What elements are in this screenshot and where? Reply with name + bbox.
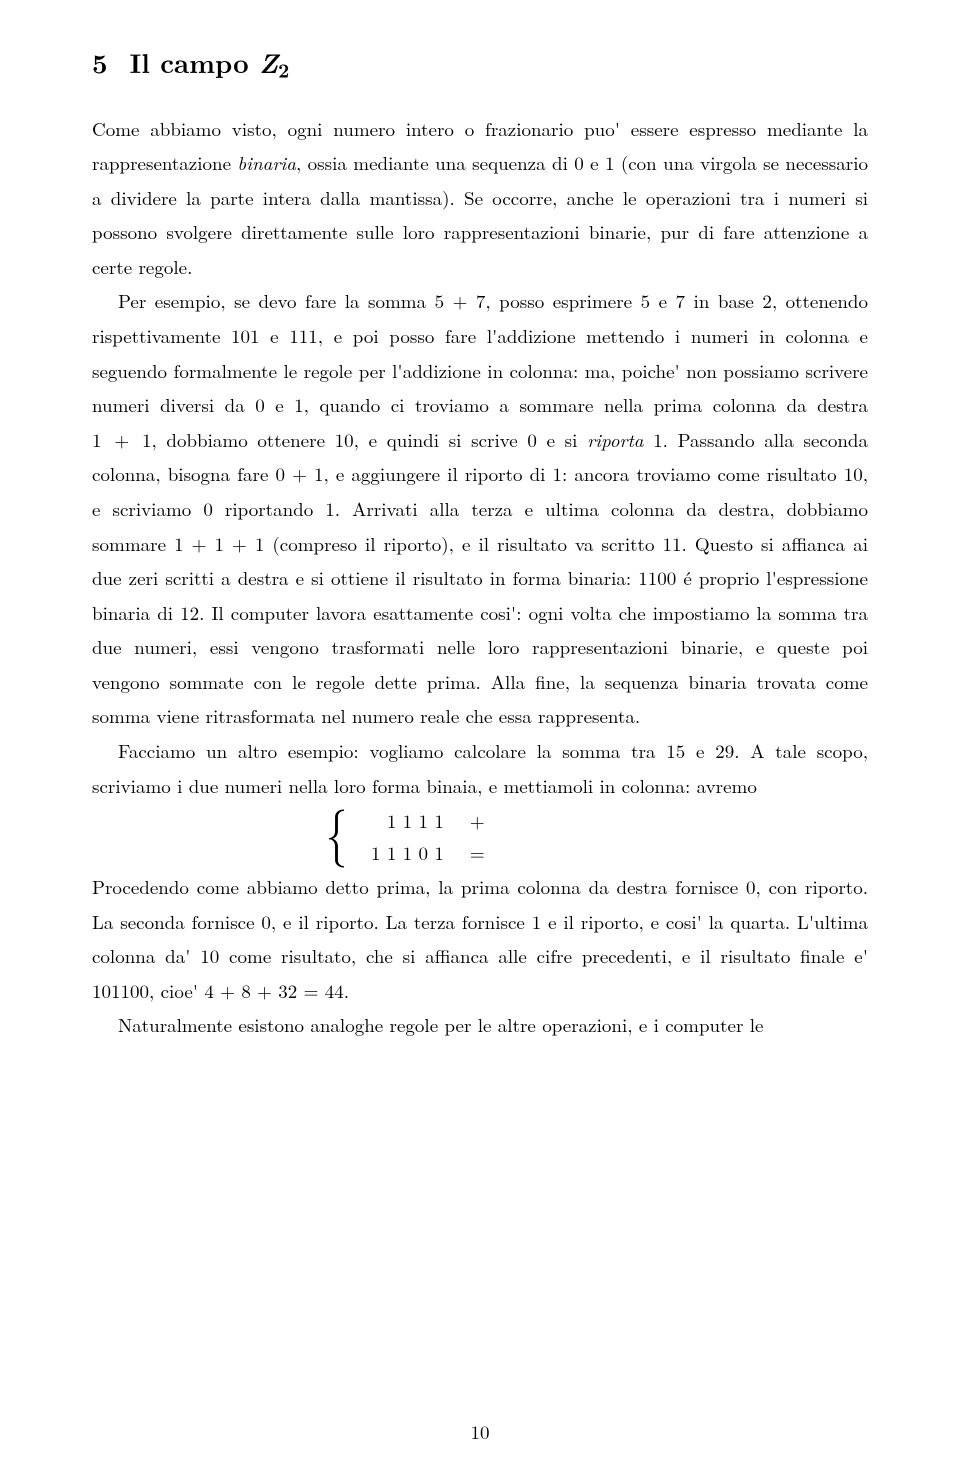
addition-row2-op: = <box>450 837 491 868</box>
paragraph-3: Facciamo un altro esempio: vogliamo calc… <box>92 734 868 803</box>
page-number: 10 <box>0 1418 960 1445</box>
paragraph-1: Come abbiamo visto, ogni numero intero o… <box>92 112 868 285</box>
section-title-symbol: Z <box>259 43 278 82</box>
paragraph-5: Naturalmente esistono analoghe regole pe… <box>92 1008 868 1043</box>
italic-binaria: binaria <box>237 149 296 176</box>
paragraph-4: Procedendo come abbiamo detto prima, la … <box>92 870 868 1008</box>
page: 5Il campo Z2 Come abbiamo visto, ogni nu… <box>0 0 960 1479</box>
table-row: 1 1 1 0 1 = <box>365 837 491 868</box>
section-number: 5 <box>92 46 108 78</box>
binary-addition-table: 1 1 1 1 + 1 1 1 0 1 = <box>365 805 491 868</box>
addition-row1-op: + <box>450 805 491 836</box>
binary-addition-display: { 1 1 1 1 + 1 1 1 0 1 = <box>92 805 868 868</box>
section-title-subscript: 2 <box>278 55 289 83</box>
italic-riporta: riporta <box>587 426 643 453</box>
addition-row2-digits: 1 1 1 0 1 <box>365 837 450 868</box>
section-heading: 5Il campo Z2 <box>92 46 868 82</box>
table-row: 1 1 1 1 + <box>365 805 491 836</box>
section-title-pre: Il campo <box>130 42 259 81</box>
addition-row1-digits: 1 1 1 1 <box>365 805 450 836</box>
left-brace-icon: { <box>326 813 348 859</box>
paragraph-2: Per esempio, se devo fare la somma 5 + 7… <box>92 284 868 734</box>
para2-seg2: 1. Passando alla seconda colonna, bisogn… <box>92 426 868 730</box>
